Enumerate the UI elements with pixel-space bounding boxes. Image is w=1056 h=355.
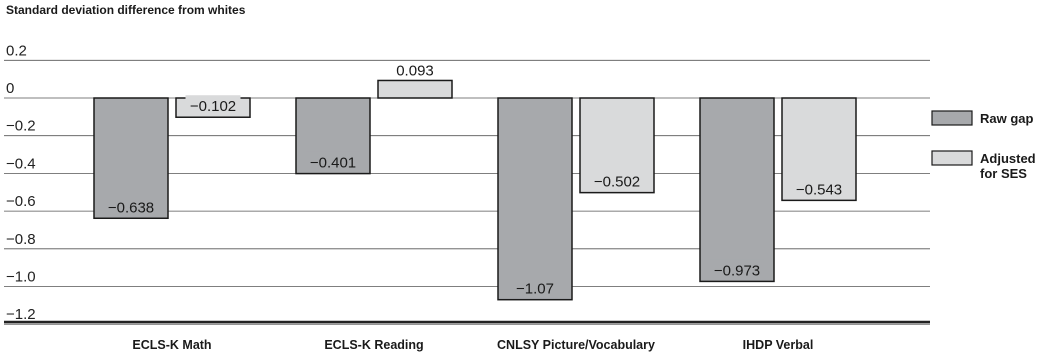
y-tick-label: −1.2: [6, 306, 36, 323]
data-label: −0.401: [310, 155, 356, 172]
y-tick-label: −1.0: [6, 269, 36, 286]
category-labels: ECLS-K Math ECLS-K Reading CNLSY Picture/V…: [132, 338, 813, 352]
bars: [93, 79, 857, 301]
y-tick-label: −0.6: [6, 193, 36, 210]
y-tick-label: −0.4: [6, 155, 36, 172]
legend-swatch: [931, 110, 973, 126]
bar-raw-gap-3: [699, 97, 775, 283]
chart-title: Standard deviation difference from white…: [6, 3, 246, 17]
data-label-bg: [103, 196, 159, 217]
legend-swatch: [931, 150, 973, 166]
bar-adjusted-1: [377, 79, 453, 99]
x-category-label: IHDP Verbal: [743, 338, 814, 352]
legend-label: Raw gap: [980, 111, 1034, 126]
bar-raw-gap-2: [497, 97, 573, 301]
x-category-label: CNLSY Picture/Vocabulary: [497, 338, 655, 352]
y-tick-label: 0.2: [6, 42, 27, 59]
data-label: −1.07: [516, 281, 554, 298]
data-label-bg: [791, 178, 847, 199]
legend-label: for SES: [980, 166, 1027, 181]
data-label: −0.502: [594, 174, 640, 191]
data-label: −0.973: [714, 262, 760, 279]
y-axis-ticks: 0.2 0 −0.2 −0.4 −0.6 −0.8 −1.0 −1.2: [6, 42, 36, 323]
data-label: −0.543: [796, 181, 842, 198]
data-label-bg: [305, 151, 361, 172]
data-label-bg: [709, 259, 765, 280]
data-label: −0.102: [190, 98, 236, 115]
y-tick-label: 0: [6, 80, 14, 97]
y-tick-label: −0.8: [6, 231, 36, 248]
y-tick-label: −0.2: [6, 118, 36, 135]
legend-label: Adjusted: [980, 151, 1036, 166]
data-label-bg: [589, 170, 645, 191]
data-label-bg: [185, 95, 241, 116]
data-label: −0.638: [108, 199, 154, 216]
x-category-label: ECLS-K Math: [132, 338, 211, 352]
data-label-bg: [511, 277, 559, 298]
x-category-label: ECLS-K Reading: [324, 338, 423, 352]
data-labels: −0.638 −0.401 −1.07 −0.973 −0.102 0.093 −0.502…: [103, 62, 847, 298]
data-label: 0.093: [396, 62, 434, 79]
